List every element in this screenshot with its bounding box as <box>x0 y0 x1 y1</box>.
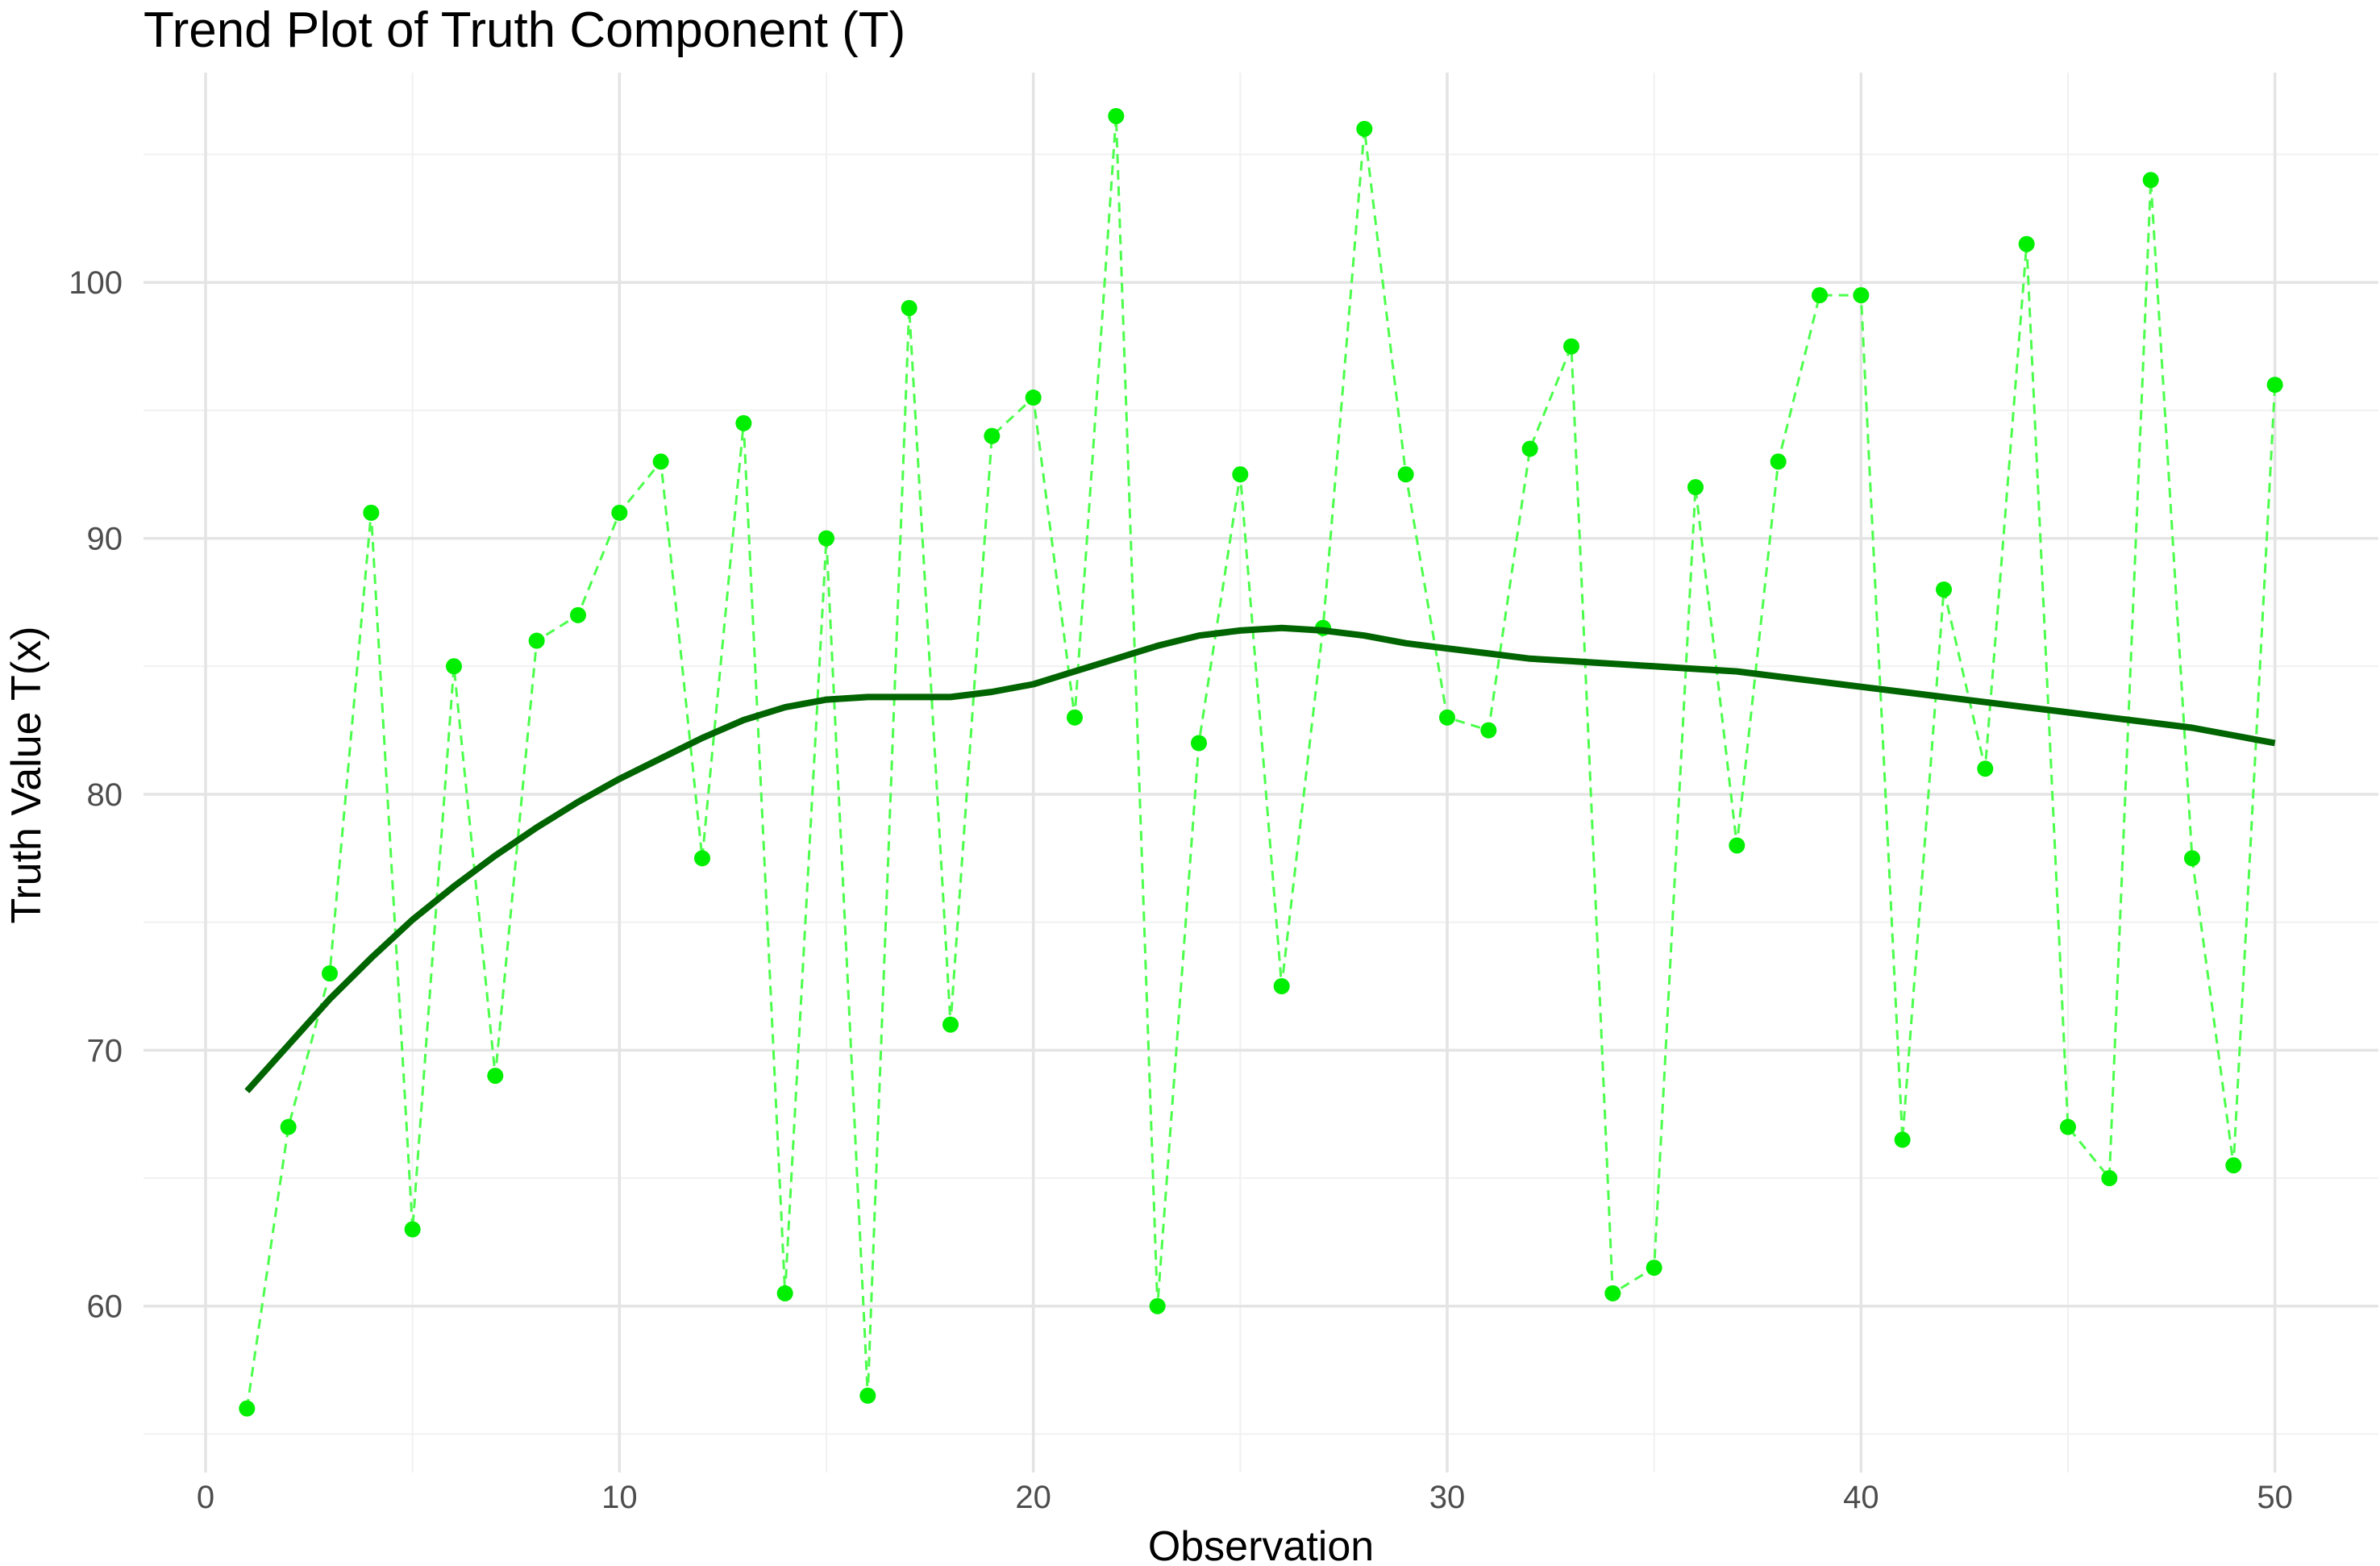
data-point <box>1356 120 1373 137</box>
data-point <box>1936 581 1952 598</box>
x-tick-label: 10 <box>601 1480 638 1515</box>
data-point <box>1646 1260 1662 1277</box>
raw-series <box>239 107 2283 1417</box>
data-point <box>2018 235 2035 252</box>
x-axis-ticks: 0 10 20 30 40 50 <box>197 1480 2293 1515</box>
data-point <box>1067 709 1083 726</box>
data-point <box>2060 1118 2076 1135</box>
data-point <box>1480 722 1497 739</box>
data-point <box>942 1016 959 1033</box>
data-point <box>487 1068 504 1085</box>
data-point <box>404 1221 421 1238</box>
data-point <box>1397 466 1414 483</box>
y-tick-label: 100 <box>69 265 123 301</box>
data-point <box>776 1285 793 1302</box>
data-point <box>2266 377 2283 394</box>
data-point <box>818 530 834 547</box>
data-point <box>2225 1157 2242 1174</box>
data-point <box>735 414 752 431</box>
data-point <box>1894 1131 1911 1148</box>
data-point <box>1770 453 1787 470</box>
major-gridlines <box>144 73 2378 1472</box>
chart-title: Trend Plot of Truth Component (T) <box>144 2 905 58</box>
data-point <box>901 299 917 316</box>
y-axis-ticks: 60 70 80 90 100 <box>69 265 123 1324</box>
data-point <box>694 850 710 867</box>
data-point <box>2101 1170 2118 1187</box>
data-point <box>280 1118 297 1135</box>
data-point <box>1191 735 1207 752</box>
x-tick-label: 30 <box>1429 1480 1466 1515</box>
data-point <box>1604 1285 1621 1302</box>
data-point <box>363 504 380 521</box>
minor-gridlines <box>144 73 2378 1472</box>
data-point <box>1108 107 1125 124</box>
x-tick-label: 20 <box>1015 1480 1051 1515</box>
x-axis-title: Observation <box>1148 1523 1374 1566</box>
data-point <box>2184 850 2200 867</box>
y-tick-label: 70 <box>87 1033 123 1068</box>
data-point <box>611 504 628 521</box>
data-point <box>1977 760 1994 777</box>
data-point <box>1149 1297 1166 1314</box>
data-point <box>652 453 669 470</box>
y-tick-label: 80 <box>87 777 123 813</box>
data-point <box>1812 287 1828 304</box>
data-point <box>1729 837 1745 854</box>
data-point <box>984 427 1001 444</box>
x-tick-label: 50 <box>2257 1480 2293 1515</box>
data-point <box>1521 440 1538 457</box>
data-point <box>239 1400 256 1417</box>
data-point <box>1439 709 1455 726</box>
data-point <box>1025 389 1042 406</box>
x-tick-label: 40 <box>1843 1480 1879 1515</box>
data-point <box>446 658 462 675</box>
data-point <box>322 965 338 982</box>
data-point <box>1853 287 1870 304</box>
data-point <box>1687 479 1704 496</box>
raw-series-line <box>245 115 2277 1409</box>
data-point <box>859 1387 876 1404</box>
y-tick-label: 60 <box>87 1289 123 1325</box>
y-axis-title: Truth Value T(x) <box>3 627 50 924</box>
data-point <box>528 632 545 649</box>
x-tick-label: 0 <box>197 1480 214 1515</box>
data-point <box>570 606 586 623</box>
data-point <box>1273 978 1290 995</box>
trend-line <box>244 624 2276 1093</box>
data-point <box>2142 172 2159 189</box>
trend-series <box>244 624 2276 1093</box>
data-point <box>1232 466 1249 483</box>
y-tick-label: 90 <box>87 522 123 557</box>
data-point <box>1563 338 1579 355</box>
